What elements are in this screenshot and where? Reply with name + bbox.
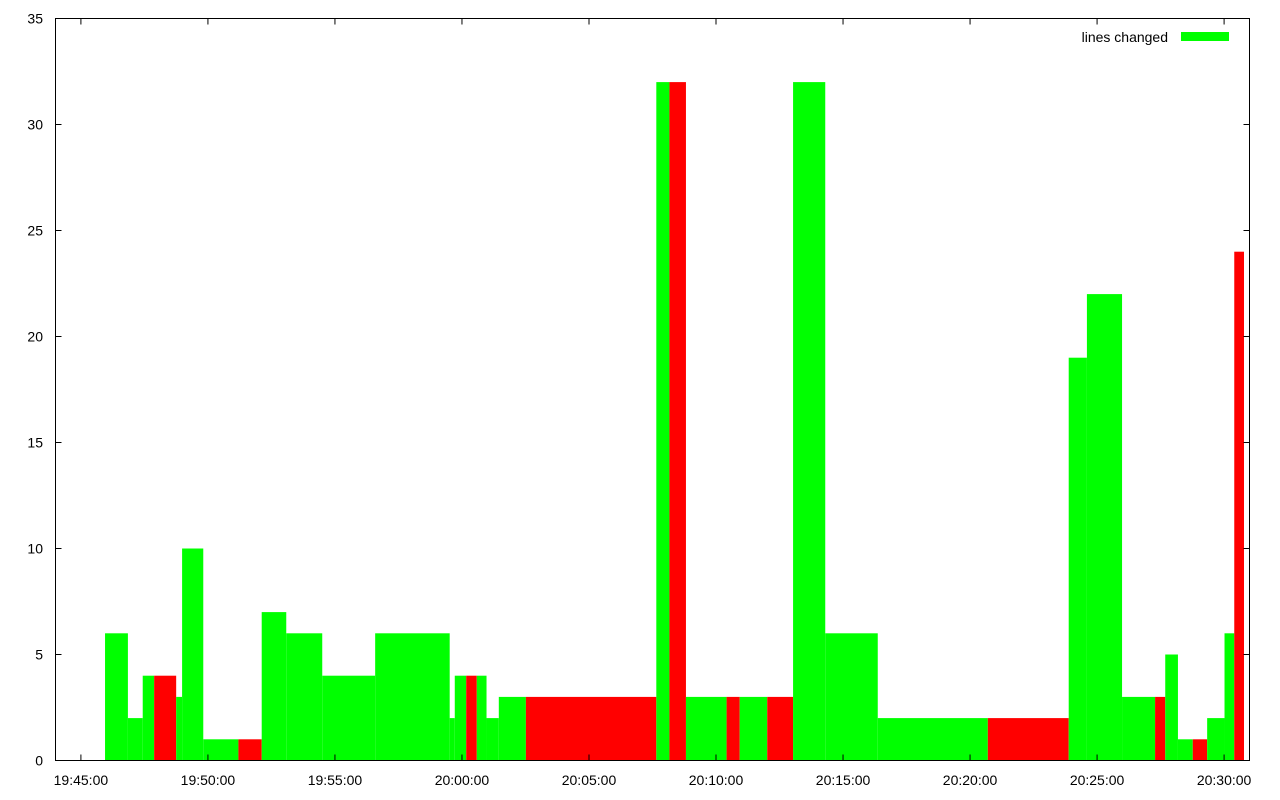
bar-green-5: [176, 696, 183, 761]
bar-green-14: [454, 675, 467, 761]
bar-green-35: [1177, 739, 1193, 761]
x-tick-label-5: 20:05:00: [562, 772, 617, 788]
y-axis: 0 5 10 15 20 25 30 35: [27, 11, 1250, 769]
bar-red-33: [1155, 696, 1166, 761]
y-tick-label-3: 10: [27, 541, 43, 557]
bar-green-37: [1207, 718, 1225, 761]
bar-green-38: [1224, 633, 1235, 761]
bar-green-22: [685, 696, 727, 761]
bar-green-7: [203, 739, 239, 761]
bars-layer: [105, 82, 1244, 761]
bar-green-34: [1165, 654, 1178, 761]
bar-green-26: [793, 82, 826, 761]
bar-red-19: [525, 696, 657, 761]
plot-frame: [55, 18, 1250, 761]
bar-green-16: [476, 675, 487, 761]
y-tick-label-5: 20: [27, 329, 43, 345]
x-tick-label-9: 20:25:00: [1070, 772, 1125, 788]
bar-red-15: [466, 675, 477, 761]
bar-green-28: [877, 718, 988, 761]
bar-green-9: [261, 612, 287, 761]
bar-green-13: [449, 718, 455, 761]
bar-green-30: [1068, 357, 1087, 761]
y-tick-label-4: 15: [27, 435, 43, 451]
legend-swatch: [1181, 32, 1229, 41]
bar-green-3: [142, 675, 155, 761]
bar-green-12: [375, 633, 450, 761]
bar-green-27: [825, 633, 878, 761]
x-tick-label-10: 20:30:00: [1197, 772, 1252, 788]
legend-label: lines changed: [1082, 29, 1168, 45]
legend: lines changed: [1082, 29, 1229, 45]
y-tick-label-8: 35: [27, 11, 43, 27]
bar-green-20: [656, 82, 670, 761]
bar-red-23: [726, 696, 740, 761]
bar-green-10: [286, 633, 323, 761]
x-tick-label-7: 20:15:00: [816, 772, 871, 788]
bar-green-6: [182, 548, 204, 761]
x-axis: 19:45:00 19:50:00 19:55:00 20:00:00 20:05:00…: [54, 18, 1252, 788]
x-tick-label-1: 19:45:00: [54, 772, 109, 788]
bar-red-4: [154, 675, 177, 761]
bar-red-39: [1234, 251, 1244, 761]
y-tick-label-1: 0: [35, 753, 43, 769]
bar-red-8: [238, 739, 262, 761]
bar-red-36: [1192, 739, 1208, 761]
x-tick-label-6: 20:10:00: [689, 772, 744, 788]
bar-green-24: [739, 696, 768, 761]
bar-green-18: [498, 696, 526, 761]
y-tick-label-6: 25: [27, 223, 43, 239]
bar-green-32: [1122, 696, 1156, 761]
x-tick-label-4: 20:00:00: [435, 772, 490, 788]
y-tick-label-2: 5: [35, 647, 43, 663]
bar-green-31: [1086, 294, 1123, 761]
x-tick-label-8: 20:20:00: [943, 772, 998, 788]
x-tick-label-2: 19:50:00: [181, 772, 236, 788]
bar-red-21: [669, 82, 686, 761]
bar-red-25: [767, 696, 794, 761]
y-tick-label-7: 30: [27, 117, 43, 133]
bar-green-17: [486, 718, 499, 761]
bar-green-1: [105, 633, 128, 761]
bar-green-2: [127, 718, 143, 761]
x-tick-label-3: 19:55:00: [308, 772, 363, 788]
bar-green-11: [322, 675, 376, 761]
bar-red-29: [987, 718, 1069, 761]
